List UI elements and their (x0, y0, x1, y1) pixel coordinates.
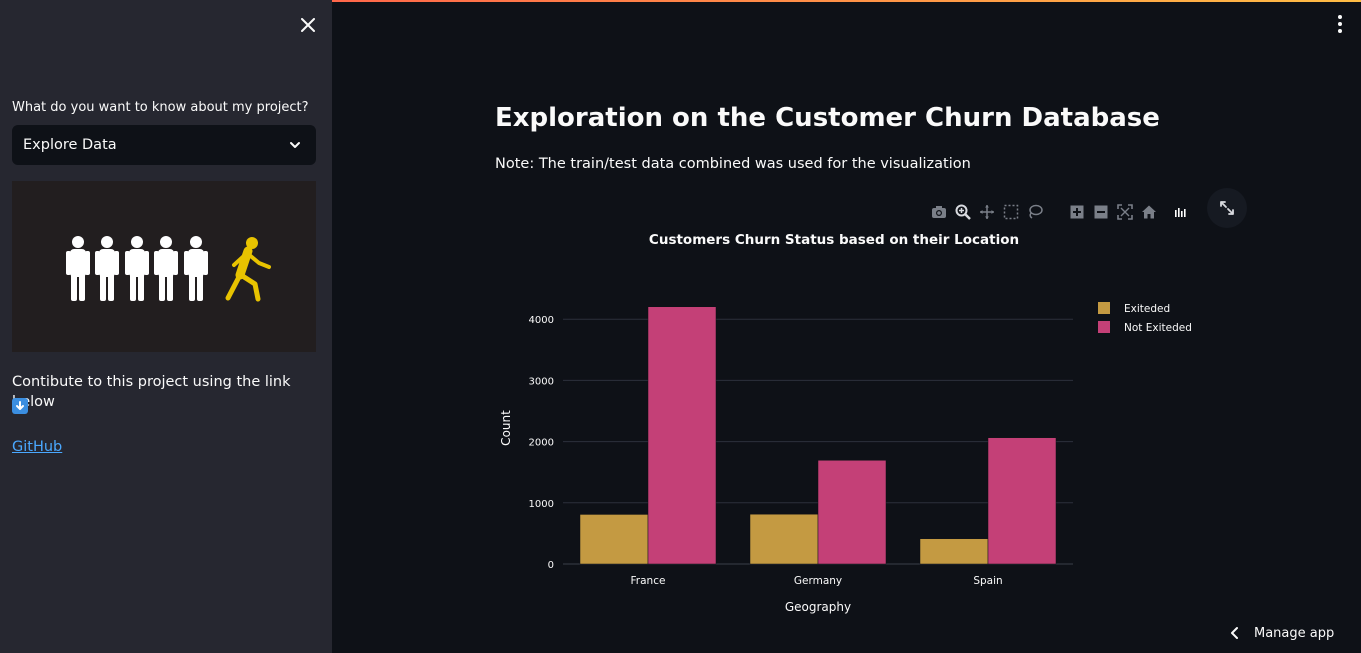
top-decoration-bar (0, 0, 1361, 2)
page-title: Exploration on the Customer Churn Databa… (495, 103, 1160, 133)
visualization-note: Note: The train/test data combined was u… (495, 156, 971, 172)
person-figure-3 (125, 236, 149, 301)
manage-app-label: Manage app (1254, 625, 1335, 641)
person-figure-4 (154, 236, 178, 301)
people-walking-icon (66, 236, 271, 302)
x-tick-label: France (631, 575, 666, 587)
down-arrow-icon (12, 398, 28, 414)
person-figure-5 (184, 236, 208, 301)
autoscale-icon[interactable] (1116, 203, 1134, 221)
menu-dot-icon (1338, 29, 1342, 33)
y-tick-label: 1000 (529, 499, 554, 510)
person-figure-2 (95, 236, 119, 301)
camera-icon[interactable] (930, 203, 948, 221)
bar-spain-not-exiteded[interactable] (987, 437, 1057, 565)
chart-bars (579, 306, 1057, 565)
chart-title: Customers Churn Status based on their Lo… (649, 232, 1019, 248)
zoom-out-icon[interactable] (1092, 203, 1110, 221)
churn-illustration (12, 181, 316, 352)
sidebar: What do you want to know about my projec… (0, 0, 332, 653)
legend-label[interactable]: Not Exiteded (1124, 322, 1192, 334)
main-menu-button[interactable] (1330, 12, 1350, 36)
x-tick-label: Germany (794, 575, 842, 587)
select-label: What do you want to know about my projec… (12, 100, 309, 115)
close-sidebar-button[interactable] (296, 13, 320, 37)
bar-france-exiteded[interactable] (579, 514, 649, 565)
plotly-logo-icon[interactable] (1172, 203, 1190, 221)
walking-person-figure (225, 237, 271, 302)
x-axis-ticks: France Germany Spain (631, 575, 1003, 587)
x-tick-label: Spain (973, 575, 1002, 587)
y-tick-label: 3000 (529, 376, 554, 387)
legend-swatch[interactable] (1098, 321, 1110, 333)
person-figure-1 (66, 236, 90, 301)
legend-label[interactable]: Exiteded (1124, 303, 1170, 315)
fullscreen-button[interactable] (1207, 188, 1247, 228)
contribute-text: Contibute to this project using the link… (12, 374, 291, 410)
y-axis-ticks: 0 1000 2000 3000 4000 (529, 315, 554, 571)
select-value: Explore Data (23, 137, 117, 153)
bar-germany-not-exiteded[interactable] (817, 460, 887, 565)
y-tick-label: 0 (548, 560, 554, 571)
github-link[interactable]: GitHub (12, 439, 63, 455)
manage-app-button[interactable]: Manage app (1230, 620, 1334, 646)
explore-select[interactable]: Explore Data (12, 125, 316, 165)
box-select-icon[interactable] (1002, 203, 1020, 221)
y-axis-label: Count (499, 410, 513, 446)
menu-dot-icon (1338, 22, 1342, 26)
y-tick-label: 4000 (529, 315, 554, 326)
bar-spain-exiteded[interactable] (919, 538, 989, 565)
legend-swatch[interactable] (1098, 302, 1110, 314)
plot-modebar (930, 203, 1196, 221)
expand-icon (1220, 201, 1234, 215)
close-icon (301, 18, 315, 32)
menu-dot-icon (1338, 15, 1342, 19)
chevron-left-icon (1231, 627, 1238, 639)
churn-bar-chart: Customers Churn Status based on their Lo… (499, 232, 1192, 614)
y-tick-label: 2000 (529, 438, 554, 449)
chart-legend[interactable]: Exiteded Not Exiteded (1098, 302, 1192, 334)
pan-icon[interactable] (978, 203, 996, 221)
bar-france-not-exiteded[interactable] (647, 306, 717, 565)
zoom-in-icon[interactable] (1068, 203, 1086, 221)
zoom-icon[interactable] (954, 203, 972, 221)
x-axis-label: Geography (785, 600, 851, 614)
lasso-icon[interactable] (1026, 203, 1044, 221)
home-icon[interactable] (1140, 203, 1158, 221)
bar-germany-exiteded[interactable] (749, 513, 819, 565)
chevron-down-icon (290, 142, 300, 148)
